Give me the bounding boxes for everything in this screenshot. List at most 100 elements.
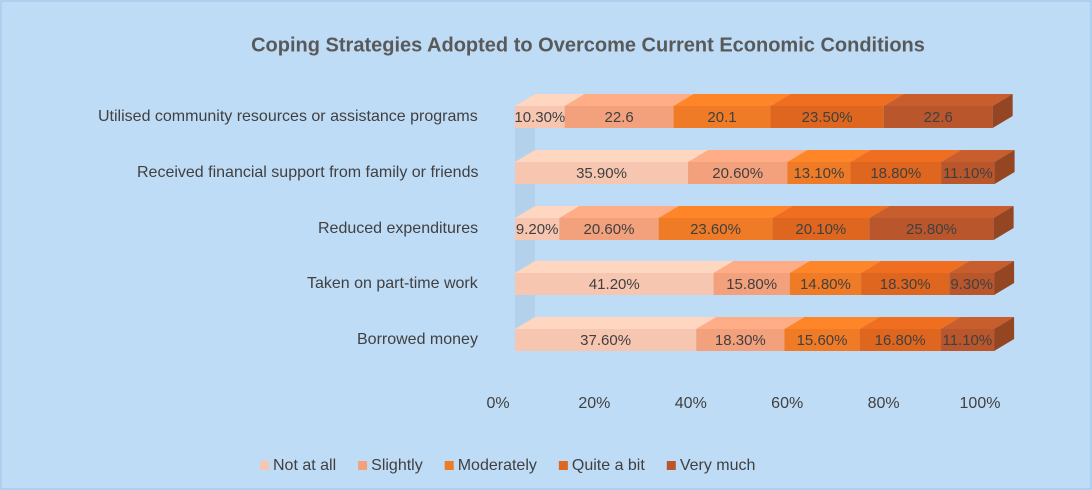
- data-label: 18.30%: [715, 332, 766, 349]
- bar-top: [869, 206, 1014, 218]
- data-label: 41.20%: [589, 276, 640, 293]
- bar: [869, 218, 994, 240]
- bar-top: [787, 150, 871, 162]
- bar-top: [658, 206, 793, 218]
- legend-swatch: [358, 461, 368, 470]
- data-label: 22.6: [924, 109, 953, 126]
- x-tick-label: 40%: [675, 395, 707, 412]
- bar: [515, 273, 714, 295]
- data-label: 13.10%: [793, 165, 844, 182]
- bar-top: [789, 261, 882, 273]
- bar-side: [994, 150, 1015, 184]
- legend-label: Moderately: [458, 457, 537, 474]
- data-label: 11.10%: [942, 332, 992, 349]
- bar-side: [992, 94, 1013, 128]
- bar: [859, 329, 941, 351]
- data-label: 20.60%: [712, 165, 763, 182]
- legend-swatch: [260, 461, 269, 470]
- bar: [696, 329, 785, 351]
- category-label: Reduced expenditures: [318, 220, 479, 237]
- bar-side: [994, 317, 1015, 351]
- bar: [564, 106, 674, 128]
- data-label: 9.20%: [516, 221, 559, 238]
- bar-top: [673, 94, 791, 106]
- bar-top: [696, 317, 805, 329]
- bar: [515, 218, 560, 240]
- data-label: 15.60%: [797, 332, 848, 349]
- bar: [559, 218, 659, 240]
- legend-swatch: [666, 461, 676, 470]
- data-label: 11.10%: [943, 165, 993, 182]
- bar: [850, 162, 942, 184]
- bar-top: [688, 150, 808, 162]
- bar: [941, 162, 995, 184]
- bar-top: [772, 206, 890, 218]
- x-tick-label: 0%: [486, 395, 509, 412]
- bar: [789, 273, 862, 295]
- bar-top: [515, 206, 580, 218]
- bar-side: [993, 206, 1014, 240]
- legend-label: Not at all: [273, 457, 336, 474]
- x-tick-label: 100%: [960, 395, 1001, 412]
- bar-side: [994, 261, 1015, 295]
- category-label: Borrowed money: [357, 331, 478, 348]
- data-label: 9.30%: [950, 276, 993, 293]
- bar-top: [515, 94, 585, 106]
- bar-top: [861, 261, 970, 273]
- bar: [772, 218, 870, 240]
- legend-label: Slightly: [371, 457, 423, 474]
- bar-top: [784, 317, 880, 329]
- data-label: 18.80%: [870, 165, 921, 182]
- x-tick-label: 60%: [771, 395, 803, 412]
- bar-top: [515, 261, 734, 273]
- data-label: 37.60%: [580, 332, 631, 349]
- bar-top: [713, 261, 810, 273]
- x-tick-label: 20%: [578, 395, 610, 412]
- bar: [713, 273, 790, 295]
- data-label: 15.80%: [726, 276, 777, 293]
- bar: [949, 273, 995, 295]
- data-label: 20.60%: [584, 221, 635, 238]
- data-label: 20.10%: [795, 221, 846, 238]
- bar-top: [515, 150, 709, 162]
- legend-swatch: [558, 461, 568, 470]
- category-label: Received financial support from family o…: [137, 164, 479, 181]
- category-label: Taken on part-time work: [307, 275, 478, 292]
- x-tick-label: 80%: [868, 395, 900, 412]
- data-label: 23.60%: [690, 221, 741, 238]
- bar-top: [559, 206, 679, 218]
- bar-top: [949, 261, 1015, 273]
- bar: [787, 162, 851, 184]
- bar-top: [770, 94, 904, 106]
- bar: [940, 329, 995, 351]
- bar: [658, 218, 773, 240]
- bar-top: [883, 94, 1013, 106]
- bar-top: [850, 150, 962, 162]
- data-label: 16.80%: [875, 332, 926, 349]
- bar: [784, 329, 860, 351]
- data-label: 18.30%: [880, 276, 931, 293]
- data-label: 14.80%: [800, 276, 851, 293]
- data-label: 23.50%: [802, 109, 853, 126]
- bar-top: [941, 150, 1015, 162]
- bar: [770, 106, 884, 128]
- bar: [515, 329, 697, 351]
- data-label: 35.90%: [576, 165, 627, 182]
- bar-top: [515, 317, 717, 329]
- data-label: 25.80%: [906, 221, 957, 238]
- legend-label: Very much: [680, 457, 756, 474]
- bar: [883, 106, 993, 128]
- bar: [515, 162, 689, 184]
- chart-title: Coping Strategies Adopted to Overcome Cu…: [251, 34, 925, 56]
- bar-top: [940, 317, 1015, 329]
- data-label: 22.6: [605, 109, 634, 126]
- bar: [861, 273, 950, 295]
- legend-swatch: [444, 461, 454, 470]
- category-label: Utilised community resources or assistan…: [98, 108, 478, 125]
- data-label: 20.1: [707, 109, 736, 126]
- bar: [673, 106, 771, 128]
- bar-top: [564, 94, 694, 106]
